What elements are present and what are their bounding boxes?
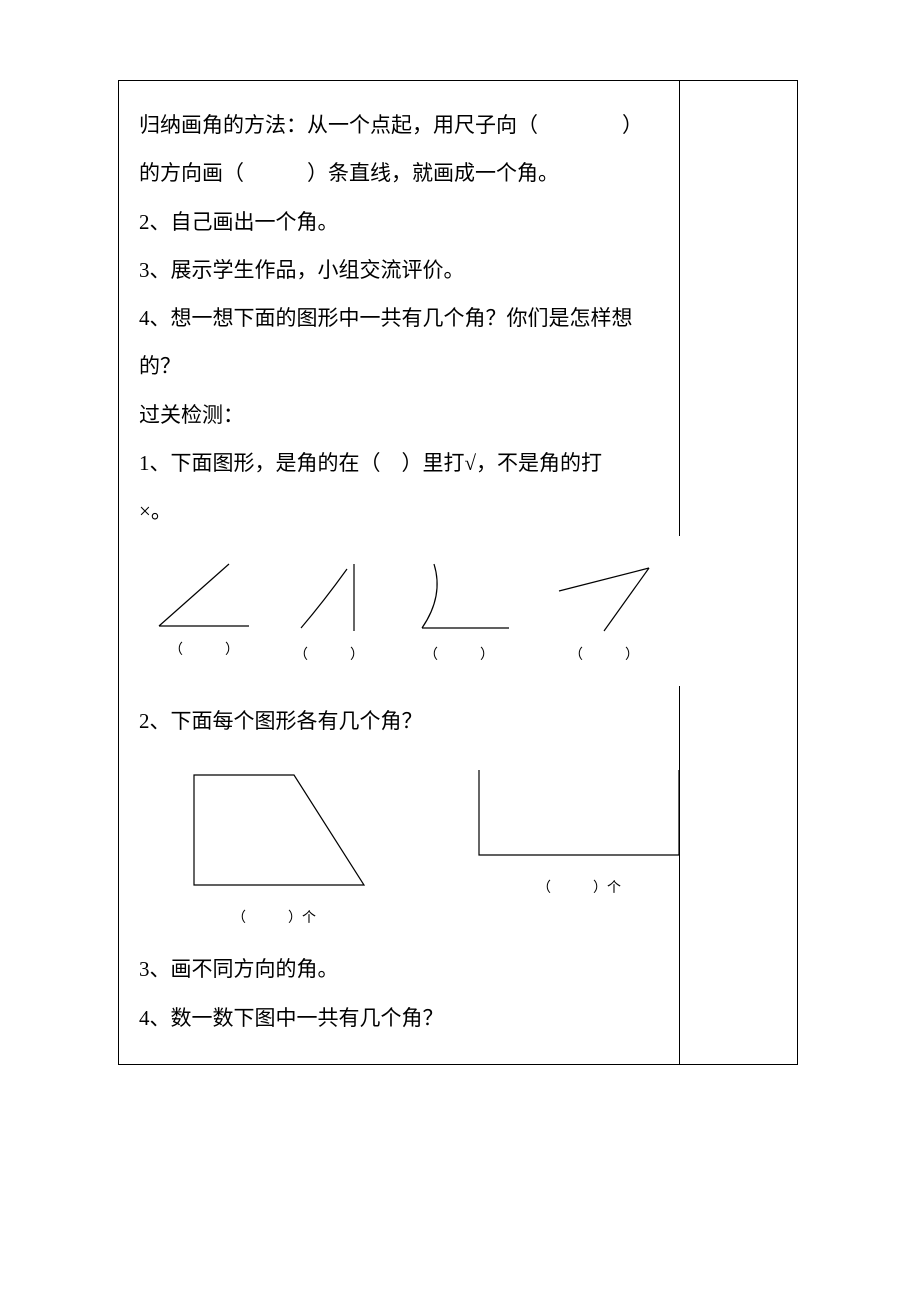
text-line: 过关检测： xyxy=(139,391,664,439)
paren-label: （ ） xyxy=(569,640,639,672)
angle-icon xyxy=(549,556,659,636)
paren-ge-label: （ ）个 xyxy=(537,873,621,905)
q1-shape-1: （ ） xyxy=(154,556,254,672)
paren-label: （ ） xyxy=(294,640,364,672)
q1-shape-4: （ ） xyxy=(549,556,659,672)
paren-ge-label: （ ）个 xyxy=(232,903,316,935)
polygon-icon xyxy=(174,765,374,895)
text-line: 4、数一数下图中一共有几个角？ xyxy=(139,994,664,1042)
paren-label: （ ） xyxy=(424,640,494,672)
text-line: ×。 xyxy=(139,487,664,535)
q1-shape-2: （ ） xyxy=(289,556,369,672)
worksheet-content: 归纳画角的方法：从一个点起，用尺子向（ ） 的方向画（ ）条直线，就画成一个角。… xyxy=(119,81,797,1062)
paren-label: （ ） xyxy=(169,635,239,667)
angle-icon xyxy=(154,556,254,631)
rect-open-icon xyxy=(474,765,684,865)
q1-shapes-row: （ ） （ ） （ ） xyxy=(154,556,777,672)
shape-icon xyxy=(289,556,369,636)
text-line: 2、自己画出一个角。 xyxy=(139,198,664,246)
q2-shapes-row: （ ）个 （ ）个 xyxy=(174,765,777,935)
divider-right-top xyxy=(679,81,680,536)
text-line: 的？ xyxy=(139,342,664,390)
text-line: 的方向画（ ）条直线，就画成一个角。 xyxy=(139,149,664,197)
text-line: 归纳画角的方法：从一个点起，用尺子向（ ） xyxy=(139,101,664,149)
q2-shape-2: （ ）个 xyxy=(474,765,684,935)
worksheet-frame: 归纳画角的方法：从一个点起，用尺子向（ ） 的方向画（ ）条直线，就画成一个角。… xyxy=(118,80,798,1065)
text-line: 2、下面每个图形各有几个角？ xyxy=(139,697,664,745)
q1-shape-3: （ ） xyxy=(404,556,514,672)
shape-icon xyxy=(404,556,514,636)
text-line: 1、下面图形，是角的在（ ）里打√，不是角的打 xyxy=(139,439,664,487)
text-line: 3、展示学生作品，小组交流评价。 xyxy=(139,246,664,294)
text-line: 3、画不同方向的角。 xyxy=(139,945,664,993)
q2-shape-1: （ ）个 xyxy=(174,765,374,935)
divider-right-bottom xyxy=(679,686,680,1064)
text-line: 4、想一想下面的图形中一共有几个角？你们是怎样想 xyxy=(139,294,664,342)
